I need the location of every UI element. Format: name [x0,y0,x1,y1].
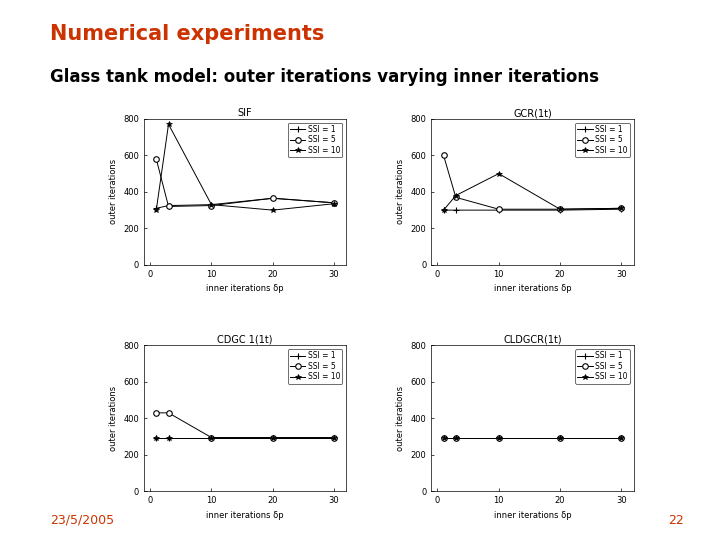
SSI = 5 [451,434,460,441]
X-axis label: inner iterations δp: inner iterations δp [207,285,284,293]
Text: 22: 22 [668,514,684,526]
SSI = 1 [439,207,448,213]
SSI = 1 [330,434,338,441]
SSI = 1 [152,434,161,441]
SSI = 10 [152,434,161,441]
SSI = 5 [207,434,216,441]
SSI = 5 [164,203,173,210]
X-axis label: inner iterations δp: inner iterations δp [494,511,571,520]
Title: CDGC 1(1t): CDGC 1(1t) [217,334,273,345]
SSI = 1 [439,434,448,441]
SSI = 10 [152,207,161,213]
Line: SSI = 10: SSI = 10 [441,435,624,440]
Legend: SSI = 1, SSI = 5, SSI = 10: SSI = 1, SSI = 5, SSI = 10 [288,349,343,384]
SSI = 5 [330,434,338,441]
X-axis label: inner iterations δp: inner iterations δp [207,511,284,520]
SSI = 1 [269,434,277,441]
Text: 23/5/2005: 23/5/2005 [50,514,114,526]
SSI = 1 [164,434,173,441]
SSI = 1 [495,434,503,441]
Line: SSI = 5: SSI = 5 [153,410,337,440]
SSI = 10 [164,434,173,441]
SSI = 5 [330,200,338,206]
Text: Glass tank model: outer iterations varying inner iterations: Glass tank model: outer iterations varyi… [50,68,599,85]
SSI = 10 [495,170,503,177]
SSI = 10 [451,434,460,441]
SSI = 10 [556,206,564,212]
SSI = 5 [439,152,448,159]
SSI = 1 [330,200,338,206]
SSI = 1 [556,434,564,441]
SSI = 10 [330,200,338,207]
Title: SIF: SIF [238,108,253,118]
Y-axis label: outer iterations: outer iterations [396,159,405,225]
X-axis label: inner iterations δp: inner iterations δp [494,285,571,293]
SSI = 1 [617,434,626,441]
SSI = 5 [556,434,564,441]
SSI = 1 [207,434,216,441]
Title: CLDGCR(1t): CLDGCR(1t) [503,334,562,345]
SSI = 5 [451,194,460,200]
SSI = 1 [451,207,460,213]
SSI = 5 [164,410,173,416]
Legend: SSI = 1, SSI = 5, SSI = 10: SSI = 1, SSI = 5, SSI = 10 [288,123,343,157]
SSI = 10 [617,434,626,441]
Legend: SSI = 1, SSI = 5, SSI = 10: SSI = 1, SSI = 5, SSI = 10 [575,123,630,157]
Line: SSI = 5: SSI = 5 [441,435,624,440]
SSI = 1 [207,201,216,208]
SSI = 5 [269,195,277,201]
SSI = 5 [495,206,503,212]
SSI = 5 [152,156,161,162]
Legend: SSI = 1, SSI = 5, SSI = 10: SSI = 1, SSI = 5, SSI = 10 [575,349,630,384]
SSI = 10 [164,121,173,127]
SSI = 10 [495,434,503,441]
SSI = 5 [617,205,626,212]
Line: SSI = 10: SSI = 10 [153,435,337,440]
SSI = 10 [556,434,564,441]
SSI = 5 [152,410,161,416]
Line: SSI = 1: SSI = 1 [153,195,337,211]
Text: Numerical experiments: Numerical experiments [50,24,325,44]
SSI = 1 [152,205,161,212]
SSI = 10 [269,207,277,213]
SSI = 5 [617,434,626,441]
Line: SSI = 10: SSI = 10 [153,122,337,213]
Y-axis label: outer iterations: outer iterations [109,386,117,451]
SSI = 1 [495,207,503,213]
Y-axis label: outer iterations: outer iterations [109,159,117,225]
SSI = 1 [164,202,173,209]
SSI = 1 [269,195,277,201]
SSI = 10 [451,192,460,199]
Line: SSI = 1: SSI = 1 [441,206,624,213]
Line: SSI = 1: SSI = 1 [153,435,337,440]
Y-axis label: outer iterations: outer iterations [396,386,405,451]
SSI = 10 [439,434,448,441]
Line: SSI = 1: SSI = 1 [441,435,624,440]
SSI = 1 [451,434,460,441]
SSI = 1 [617,206,626,212]
Title: GCR(1t): GCR(1t) [513,108,552,118]
SSI = 5 [207,202,216,209]
SSI = 10 [330,434,338,441]
Line: SSI = 5: SSI = 5 [441,153,624,212]
SSI = 5 [269,434,277,441]
SSI = 5 [495,434,503,441]
Line: SSI = 5: SSI = 5 [153,156,337,209]
Line: SSI = 10: SSI = 10 [441,171,624,213]
SSI = 5 [439,434,448,441]
SSI = 1 [556,207,564,213]
SSI = 10 [617,205,626,212]
SSI = 10 [269,434,277,441]
SSI = 10 [207,434,216,441]
SSI = 10 [207,201,216,208]
SSI = 5 [556,206,564,212]
SSI = 10 [439,207,448,213]
